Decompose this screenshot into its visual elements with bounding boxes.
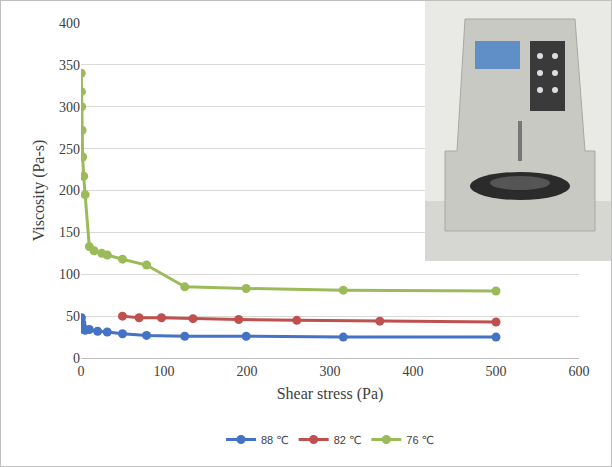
svg-text:88 ℃: 88 ℃: [261, 434, 289, 446]
svg-text:350: 350: [59, 58, 80, 73]
svg-text:250: 250: [59, 142, 80, 157]
svg-text:200: 200: [59, 183, 80, 198]
svg-text:76 ℃: 76 ℃: [406, 434, 434, 446]
svg-text:600: 600: [569, 364, 590, 379]
svg-text:500: 500: [486, 364, 507, 379]
svg-text:82 ℃: 82 ℃: [334, 434, 362, 446]
svg-text:300: 300: [59, 100, 80, 115]
svg-text:0: 0: [78, 364, 85, 379]
svg-text:0: 0: [73, 351, 80, 366]
svg-text:Viscosity (Pa-s): Viscosity (Pa-s): [30, 140, 48, 242]
svg-text:50: 50: [66, 309, 80, 324]
svg-text:100: 100: [154, 364, 175, 379]
svg-text:400: 400: [403, 364, 424, 379]
svg-text:300: 300: [320, 364, 341, 379]
svg-text:100: 100: [59, 267, 80, 282]
svg-text:400: 400: [59, 16, 80, 31]
svg-text:Shear stress (Pa): Shear stress (Pa): [277, 385, 384, 403]
svg-text:200: 200: [237, 364, 258, 379]
svg-text:150: 150: [59, 225, 80, 240]
